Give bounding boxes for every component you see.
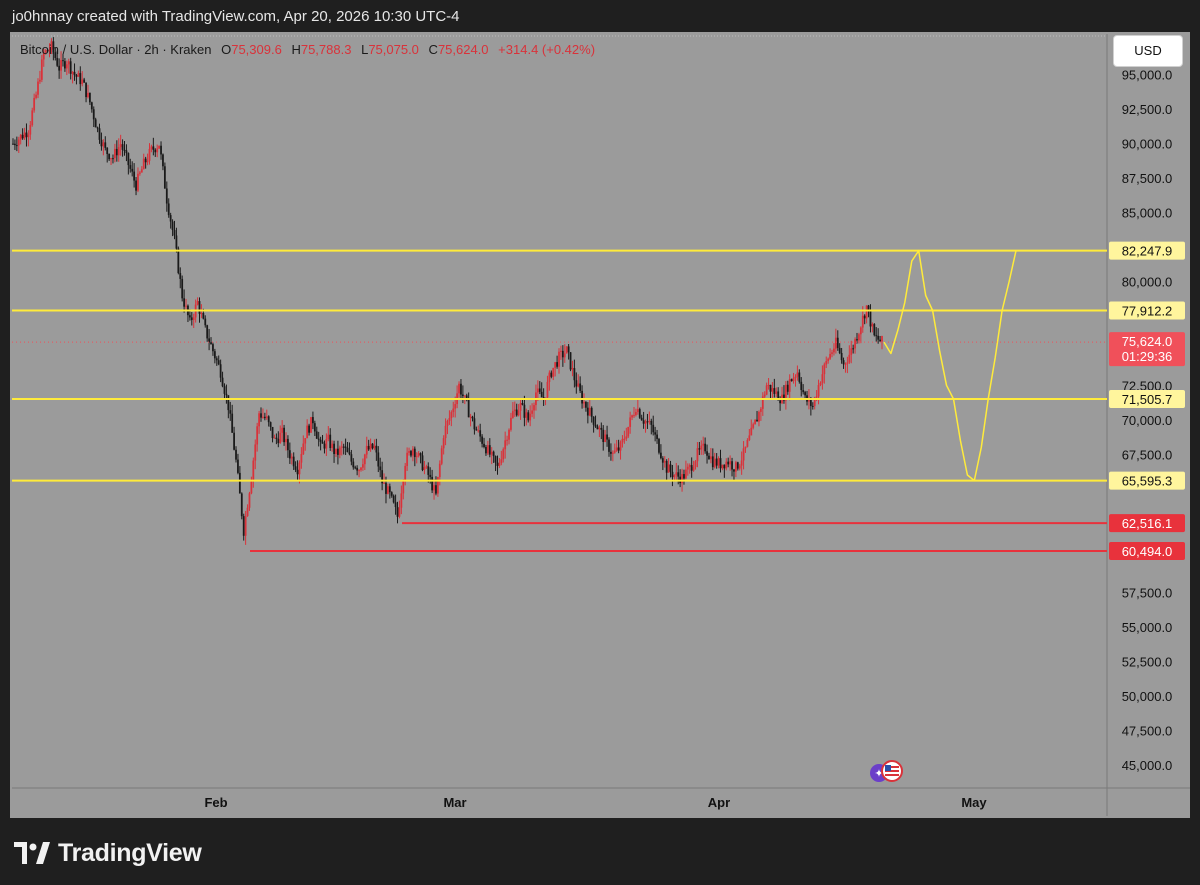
top-bar: jo0hnnay created with TradingView.com, A… <box>0 0 1200 32</box>
low-value: 75,075.0 <box>368 42 419 57</box>
high-value: 75,788.3 <box>300 42 352 57</box>
close-value: 75,624.0 <box>437 42 489 57</box>
high-label: H <box>291 42 301 57</box>
currency-button[interactable]: USD <box>1113 35 1183 67</box>
credit-text: jo0hnnay created with TradingView.com, A… <box>12 8 460 25</box>
change-value: +314.4 (+0.42%) <box>498 42 596 57</box>
open-value: 75,309.6 <box>231 42 282 57</box>
footer: TradingView <box>0 818 1200 885</box>
symbol-legend: Bitcoin / U.S. Dollar · 2h · Kraken O75,… <box>20 42 595 57</box>
tradingview-logo[interactable]: TradingView <box>14 836 202 870</box>
tradingview-brand: TradingView <box>58 838 202 867</box>
symbol-title: Bitcoin / U.S. Dollar · 2h · Kraken <box>20 42 212 57</box>
tradingview-logo-icon <box>14 842 50 864</box>
open-label: O <box>221 42 232 57</box>
chart-frame <box>10 32 1190 818</box>
close-label: C <box>428 42 438 57</box>
